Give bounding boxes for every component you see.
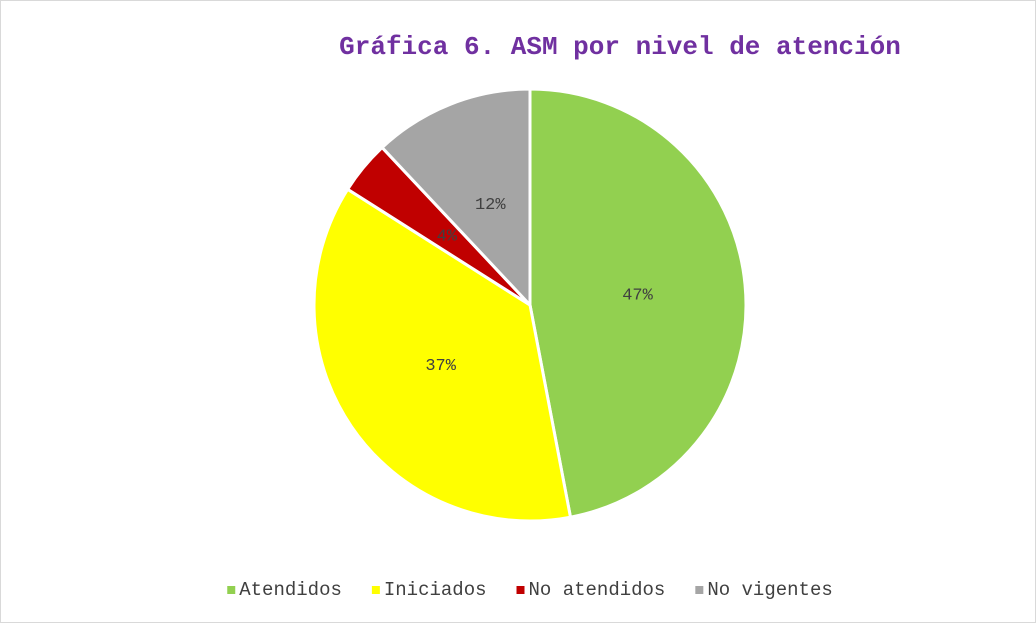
data-label: 47% — [622, 286, 653, 305]
legend-label: No vigentes — [707, 579, 832, 601]
data-label: 37% — [425, 357, 456, 376]
legend-label: No atendidos — [529, 579, 666, 601]
legend-swatch — [516, 586, 525, 594]
legend-swatch — [695, 586, 704, 594]
legend-label: Iniciados — [384, 579, 487, 601]
legend-swatch — [371, 586, 380, 594]
pie-slice — [380, 87, 532, 309]
data-label: 4% — [437, 228, 458, 247]
legend-label: Atendidos — [239, 579, 342, 601]
pie-slice — [528, 87, 748, 519]
data-label: 12% — [475, 196, 506, 215]
chart-title: Gráfica 6. ASM por nivel de atención — [339, 32, 901, 62]
pie-slice — [312, 187, 573, 523]
legend-swatch — [227, 586, 236, 594]
